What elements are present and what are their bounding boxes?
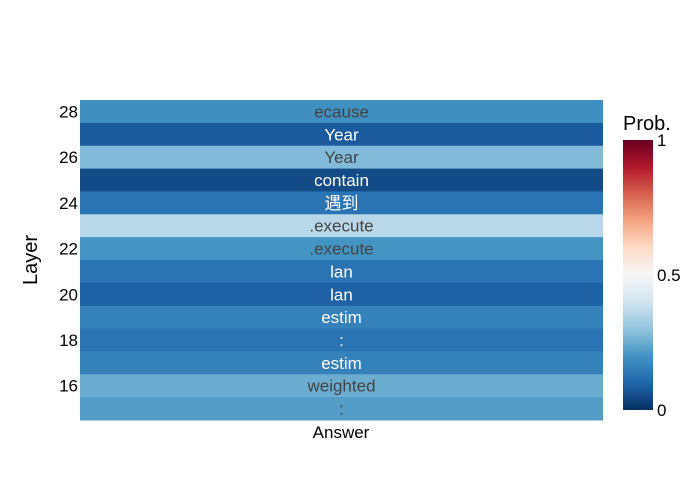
cell-token-label: .execute <box>309 240 373 259</box>
heatmap-cell <box>80 305 603 330</box>
x-category-label: Answer <box>313 423 370 442</box>
y-tick-label: 22 <box>59 240 78 259</box>
heatmap-cell <box>80 397 603 421</box>
cell-token-label: estim <box>321 354 362 373</box>
cell-token-label: : <box>339 400 344 419</box>
cell-token-label: lan <box>330 285 353 304</box>
y-tick-label: 24 <box>59 194 78 213</box>
heatmap-cell <box>80 191 603 215</box>
heatmap-cell <box>80 237 603 261</box>
y-tick-label: 26 <box>59 148 78 167</box>
cell-token-label: Year <box>324 125 359 144</box>
y-tick-labels: 28 26 24 22 20 18 16 <box>59 102 78 395</box>
colorbar-gradient <box>623 140 653 410</box>
x-axis-title: Layer <box>20 235 42 285</box>
colorbar: Prob. 00.51 <box>623 113 681 420</box>
colorbar-tick-label: 0 <box>657 401 666 420</box>
heatmap-cell <box>80 168 603 192</box>
colorbar-ticks: 00.51 <box>657 131 681 420</box>
cell-token-label: contain <box>314 171 369 190</box>
heatmap-cell <box>80 351 603 375</box>
heatmap-cell <box>80 100 603 124</box>
cell-token-label: 遇到 <box>325 194 359 213</box>
cell-token-label: estim <box>321 308 362 327</box>
colorbar-tick-label: 1 <box>657 131 666 150</box>
y-tick-label: 16 <box>59 377 78 396</box>
colorbar-title: Prob. <box>623 113 671 135</box>
y-tick-label: 28 <box>59 102 78 121</box>
cell-token-label: Year <box>324 148 359 167</box>
cell-token-label: lan <box>330 262 353 281</box>
cell-token-label: .execute <box>309 217 373 236</box>
heatmap-cell <box>80 260 603 284</box>
cell-token-label: weighted <box>306 377 375 396</box>
heatmap-cell <box>80 374 603 398</box>
heatmap-cells: ecause Year Year contain 遇到 .execute .execute l… <box>80 100 603 421</box>
colorbar-tick-label: 0.5 <box>657 266 681 285</box>
cell-token-label: ecause <box>314 102 369 121</box>
heatmap-cell <box>80 145 603 170</box>
heatmap-cell <box>80 122 603 147</box>
cell-token-label: : <box>339 331 344 350</box>
heatmap-cell <box>80 328 603 352</box>
y-tick-label: 20 <box>59 285 78 304</box>
heatmap-cell <box>80 214 603 238</box>
heatmap-cell <box>80 282 603 307</box>
y-tick-label: 18 <box>59 331 78 350</box>
